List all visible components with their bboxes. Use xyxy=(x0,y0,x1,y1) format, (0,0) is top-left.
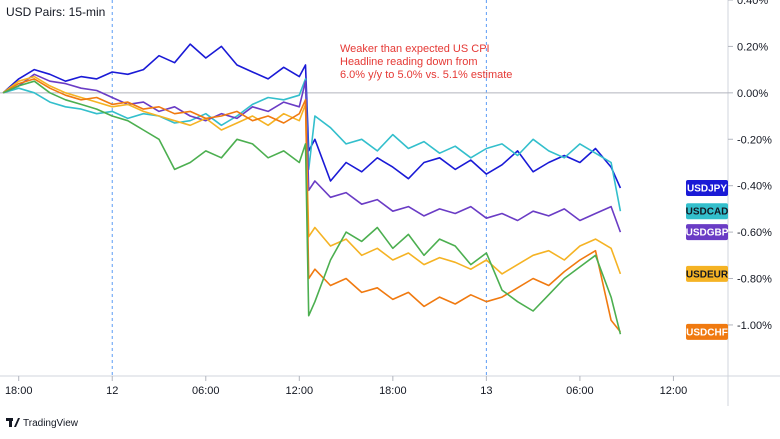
tradingview-logo[interactable]: TradingView xyxy=(6,418,79,429)
series-tag-usdjpy[interactable]: USDJPY xyxy=(686,180,728,196)
y-tick-label: -0.60% xyxy=(737,227,772,239)
x-tick-label: 12:00 xyxy=(286,385,314,397)
series-tag-usdgbp[interactable]: USDGBP xyxy=(686,224,729,241)
series-layer xyxy=(2,43,622,335)
series-tag-bg xyxy=(686,203,728,220)
x-tick-label: 06:00 xyxy=(566,385,594,397)
y-tick-label: -1.00% xyxy=(737,320,772,332)
y-tick-label: -0.80% xyxy=(737,274,772,286)
series-tag-bg xyxy=(686,224,728,241)
chart-title: USD Pairs: 15-min xyxy=(6,5,105,19)
series-line-unlabeled-green xyxy=(2,80,622,335)
y-tick-label: 0.40% xyxy=(737,0,768,7)
series-tag-bg xyxy=(686,323,728,340)
series-line-usdjpy xyxy=(2,43,622,189)
cpi-annotation-line-3: 6.0% y/y to 5.0% vs. 5.1% estimate xyxy=(340,69,512,81)
x-tick-label: 18:00 xyxy=(5,385,33,397)
series-line-usdeur xyxy=(2,75,622,275)
cpi-annotation-line-2: Headline reading down from xyxy=(340,56,478,68)
series-tag-label: USDCAD xyxy=(686,207,729,218)
series-line-usdgbp xyxy=(2,73,622,233)
day-separators xyxy=(111,0,487,376)
x-axis[interactable]: 18:00 12 06:00 12:00 18:00 13 06:00 12:00 xyxy=(5,376,687,397)
cpi-annotation-line-1: Weaker than expected US CPI xyxy=(340,43,490,55)
series-tag-bg xyxy=(686,265,728,282)
series-tag-label: USDGBP xyxy=(686,228,729,239)
x-tick-label: 06:00 xyxy=(192,385,220,397)
series-tag-label: USDJPY xyxy=(687,184,727,195)
series-tag-usdeur[interactable]: USDEUR xyxy=(686,265,729,282)
series-tag-usdchf[interactable]: USDCHF xyxy=(686,323,728,340)
brand-label: TradingView xyxy=(23,418,79,429)
series-tag-usdcad[interactable]: USDCAD xyxy=(686,203,729,220)
plot-frame xyxy=(0,0,780,406)
series-line-usdchf xyxy=(2,78,622,333)
x-tick-label: 12:00 xyxy=(660,385,688,397)
series-tag-label: USDEUR xyxy=(686,269,729,280)
y-tick-label: 0.20% xyxy=(737,41,768,53)
series-tag-bg xyxy=(686,180,728,196)
tradingview-icon xyxy=(6,418,20,427)
series-tag-label: USDCHF xyxy=(686,327,728,338)
x-tick-label: 13 xyxy=(480,385,492,397)
y-axis[interactable]: 0.40% 0.20% 0.00% -0.20% -0.40% -0.60% -0.80% -… xyxy=(728,0,772,332)
x-tick-label: 18:00 xyxy=(379,385,407,397)
x-tick-label: 12 xyxy=(106,385,118,397)
y-tick-label: 0.00% xyxy=(737,88,768,100)
series-tags: USDJPY USDCAD USDGBP USDEUR USDCHF xyxy=(686,180,729,340)
series-line-usdcad xyxy=(2,78,622,212)
y-tick-label: -0.40% xyxy=(737,181,772,193)
y-tick-label: -0.20% xyxy=(737,134,772,146)
